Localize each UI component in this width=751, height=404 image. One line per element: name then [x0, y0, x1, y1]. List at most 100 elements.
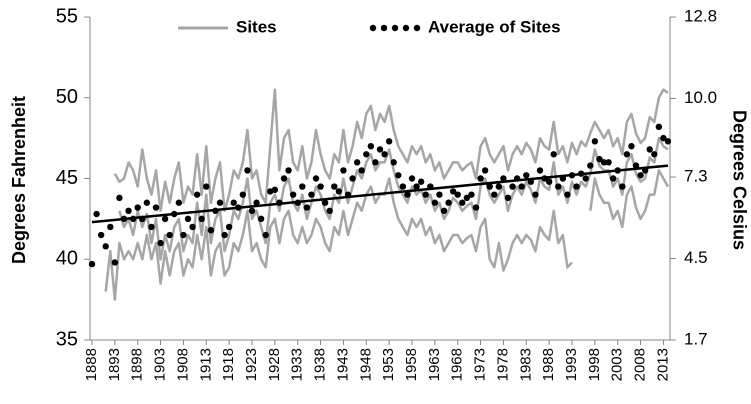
y2-tick-label: 12.8	[684, 6, 717, 25]
x-tick-label: 1983	[517, 348, 534, 381]
average-dot	[536, 167, 544, 174]
average-dot	[166, 231, 173, 239]
x-tick-label: 1978	[494, 348, 511, 381]
average-dot	[376, 146, 384, 153]
average-dot	[372, 159, 379, 166]
y2-tick-label: 10.0	[684, 88, 717, 107]
average-dot	[477, 175, 484, 182]
average-dot	[600, 159, 608, 166]
x-tick-label: 1933	[289, 348, 306, 381]
x-tick-label: 1958	[403, 348, 420, 381]
average-dot	[509, 183, 516, 190]
average-dot	[335, 188, 343, 195]
x-tick-label: 1973	[472, 348, 489, 381]
x-tick-label: 2003	[609, 348, 626, 381]
average-dot	[157, 239, 164, 247]
average-dot	[107, 223, 114, 231]
average-dot	[623, 151, 631, 158]
x-tick-label: 1943	[334, 348, 351, 381]
average-dot	[363, 151, 370, 158]
average-dot	[449, 188, 457, 195]
site-line	[113, 88, 669, 213]
y-tick-label: 50	[56, 86, 78, 108]
average-dot	[111, 259, 119, 266]
legend-label: Average of Sites	[428, 17, 561, 36]
average-dot	[491, 191, 498, 198]
trend-line	[91, 164, 669, 224]
average-dot	[216, 199, 224, 206]
average-dot	[385, 138, 393, 145]
average-dot	[463, 194, 471, 202]
y-tick-label: 40	[56, 248, 78, 270]
average-dot	[596, 155, 603, 163]
x-tick-label: 1963	[426, 348, 443, 381]
average-dot	[321, 199, 329, 206]
average-dot	[161, 215, 169, 223]
average-dot	[660, 134, 667, 142]
average-dot	[303, 204, 311, 211]
y-tick-label: 55	[56, 5, 78, 27]
x-tick-label: 1923	[243, 348, 260, 381]
x-tick-label: 1948	[357, 348, 374, 381]
average-dot	[152, 204, 160, 211]
x-tick-label: 1988	[540, 348, 557, 381]
legend-swatch	[369, 24, 377, 32]
x-tick-label: 1908	[174, 348, 191, 381]
average-dot	[97, 231, 105, 239]
average-dot	[591, 138, 599, 145]
average-dot	[564, 191, 571, 198]
average-dot	[244, 167, 251, 174]
x-tick-label: 1993	[563, 348, 580, 381]
average-dot	[454, 191, 461, 198]
average-dot	[440, 207, 448, 214]
average-dot	[495, 183, 503, 190]
y-axis-title: Degrees Fahrenheit	[9, 96, 29, 264]
x-tick-label: 2008	[632, 348, 649, 381]
average-dot	[436, 191, 443, 198]
average-dot	[609, 175, 617, 182]
average-dot	[655, 123, 663, 131]
average-dot	[203, 183, 210, 190]
x-tick-label: 1918	[220, 348, 237, 381]
average-dot	[308, 191, 315, 198]
average-dot	[280, 175, 288, 182]
average-dot	[180, 231, 187, 239]
average-dot	[285, 167, 292, 174]
average-dot	[262, 231, 269, 239]
average-dot	[198, 215, 205, 223]
average-dot	[422, 191, 429, 198]
average-dot	[646, 146, 653, 153]
average-dot	[399, 183, 407, 190]
average-dot	[404, 191, 411, 198]
average-dot	[413, 183, 420, 190]
site-line	[589, 169, 670, 229]
average-dot	[486, 183, 493, 190]
average-dot	[326, 207, 333, 214]
average-dot	[340, 167, 347, 174]
x-tick-label: 1998	[586, 348, 603, 381]
average-dot	[468, 191, 475, 198]
y2-tick-label: 4.5	[684, 248, 708, 267]
average-dot	[651, 151, 658, 158]
average-dot	[545, 178, 553, 185]
average-dot	[417, 178, 425, 185]
y2-tick-label: 1.7	[684, 329, 708, 348]
average-dot	[381, 151, 388, 158]
average-dot	[587, 162, 594, 169]
legend-swatch	[413, 24, 421, 32]
legend-swatch	[391, 24, 399, 32]
legend-label: Sites	[236, 17, 277, 36]
average-dot	[632, 162, 640, 169]
average-dot	[221, 231, 228, 239]
average-dot	[317, 183, 324, 190]
average-dot	[349, 175, 356, 182]
x-tick-label: 1898	[129, 348, 146, 381]
x-tick-label: 1953	[380, 348, 397, 381]
average-dot	[239, 191, 247, 198]
average-dot	[189, 223, 196, 231]
average-dot	[408, 175, 416, 182]
average-dot	[532, 191, 539, 198]
average-dot	[431, 199, 439, 206]
average-dot	[193, 191, 201, 198]
x-tick-label: 1893	[106, 348, 123, 381]
